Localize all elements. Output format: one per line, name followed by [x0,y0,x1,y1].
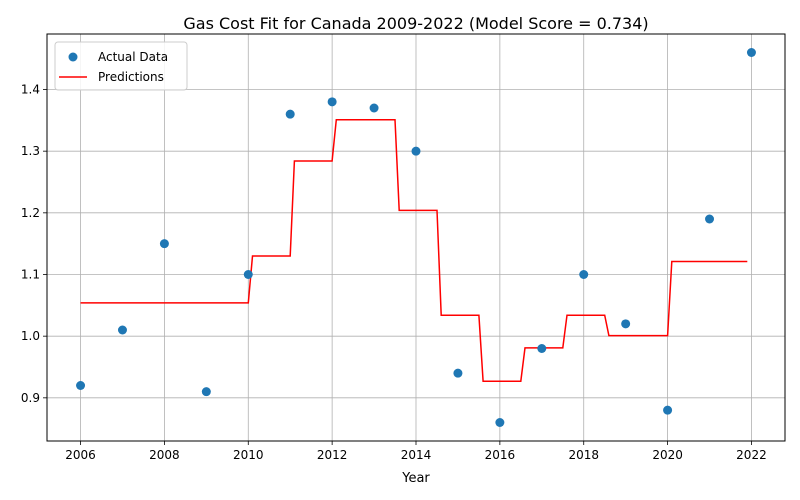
actual-data-point [159,239,169,249]
actual-data-point [243,270,253,279]
series [76,48,756,427]
x-tick-label: 2018 [568,448,599,462]
actual-data-point [495,418,505,427]
actual-data-point [327,97,337,107]
y-tick-label: 1.1 [21,268,40,282]
x-tick-label: 2020 [652,448,683,462]
y-tick-label: 1.3 [21,144,40,158]
actual-data-point [579,270,589,279]
actual-data-point [76,381,86,390]
x-tick-label: 2016 [485,448,516,462]
actual-data-point [285,109,295,119]
y-tick-label: 1.2 [21,206,40,220]
actual-data-point [411,146,421,156]
actual-data-point [705,214,715,224]
predictions-line [80,118,748,382]
plot-frame [46,33,786,442]
legend-label: Actual Data [98,50,168,64]
x-tick-label: 2010 [233,448,264,462]
actual-data-point [537,344,547,353]
legend: Actual Data Predictions [54,41,188,91]
y-tick-label: 0.9 [21,391,40,405]
x-tick-label: 2006 [65,448,96,462]
chart-title: Gas Cost Fit for Canada 2009-2022 (Model… [183,14,648,33]
actual-data-point [369,103,379,113]
actual-data-point [201,387,211,397]
x-tick-label: 2012 [317,448,348,462]
legend-box [54,41,188,91]
legend-label: Predictions [98,70,164,84]
y-tick-label: 1.0 [21,329,40,343]
actual-data-point [453,368,463,378]
actual-data-point [621,319,631,329]
actual-data-point [746,48,756,57]
x-tick-label: 2022 [736,448,767,462]
legend-marker-actual [68,52,78,62]
x-axis-label: Year [401,471,430,486]
x-tick-label: 2014 [401,448,432,462]
x-tick-label: 2008 [149,448,180,462]
axis-ticks: 2006 2008 2010 2012 2014 2016 2018 2020 2022 0.9 1… [21,83,767,463]
actual-data-point [117,325,127,335]
actual-data-point [663,405,673,415]
y-tick-label: 1.4 [21,83,40,97]
